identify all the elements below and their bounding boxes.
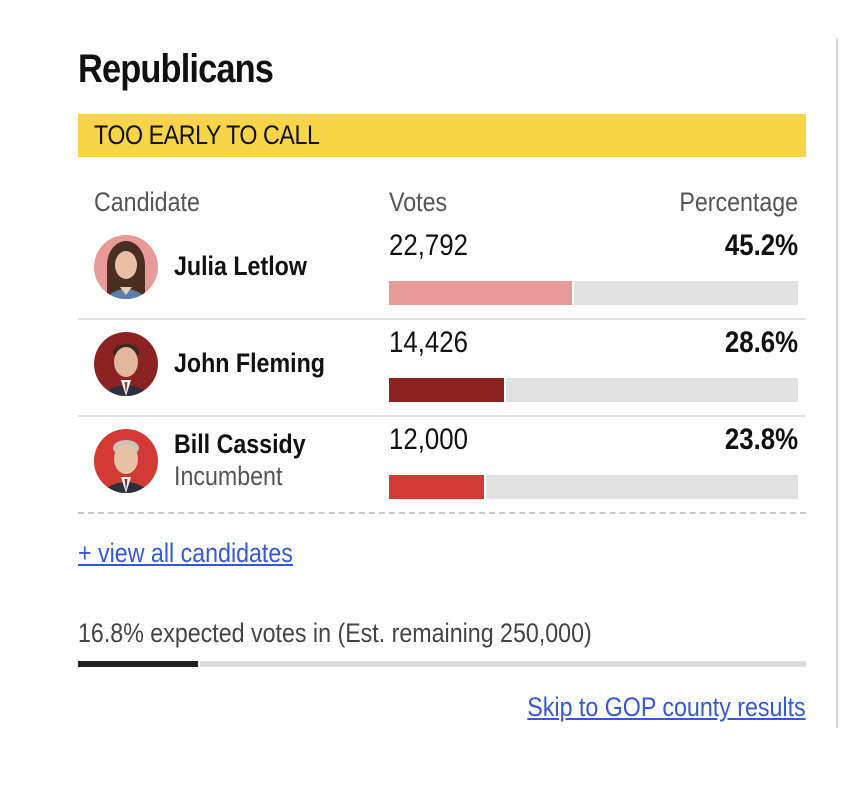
column-header-percentage: Percentage	[679, 187, 798, 217]
race-status-banner: TOO EARLY TO CALL	[78, 114, 806, 157]
candidate-name: Julia Letlow	[174, 251, 307, 281]
race-title: Republicans	[78, 47, 274, 91]
incumbent-label: Incumbent	[174, 461, 283, 491]
skip-to-county-results-link[interactable]: Skip to GOP county results	[527, 692, 806, 722]
candidate-avatar	[94, 429, 158, 493]
candidate-votes: 12,000	[389, 423, 468, 456]
candidate-avatar	[94, 332, 158, 396]
vote-share-fill	[389, 475, 487, 499]
vote-share-bar	[389, 475, 798, 499]
vote-share-bar	[389, 378, 798, 402]
results-panel: Republicans TOO EARLY TO CALL Candidate …	[78, 40, 806, 722]
vote-share-fill	[389, 281, 574, 305]
view-all-candidates-link[interactable]: + view all candidates	[78, 538, 293, 568]
expected-votes-bar	[78, 661, 806, 667]
candidate-row: John Fleming 14,426 28.6%	[78, 320, 806, 417]
page-divider	[836, 38, 838, 728]
candidate-percentage: 45.2%	[724, 229, 798, 262]
candidate-percentage: 23.8%	[724, 423, 798, 456]
candidate-name: John Fleming	[174, 348, 325, 378]
candidate-votes: 14,426	[389, 326, 468, 359]
vote-share-fill	[389, 378, 506, 402]
candidate-row: Bill Cassidy Incumbent 12,000 23.8%	[78, 417, 806, 514]
candidate-percentage: 28.6%	[724, 326, 798, 359]
vote-share-bar	[389, 281, 798, 305]
candidate-name: Bill Cassidy	[174, 429, 306, 459]
column-header-candidate: Candidate	[94, 187, 200, 217]
expected-votes-fill	[78, 661, 201, 667]
candidate-row: Julia Letlow 22,792 45.2%	[78, 223, 806, 320]
race-status-label: TOO EARLY TO CALL	[94, 120, 320, 150]
candidate-votes: 22,792	[389, 229, 468, 262]
candidate-list: Julia Letlow 22,792 45.2% John Fleming	[78, 223, 806, 514]
column-header-votes: Votes	[389, 187, 448, 217]
expected-votes-text: 16.8% expected votes in (Est. remaining …	[78, 618, 592, 648]
candidate-avatar	[94, 235, 158, 299]
results-table-header: Candidate Votes Percentage	[78, 157, 806, 223]
